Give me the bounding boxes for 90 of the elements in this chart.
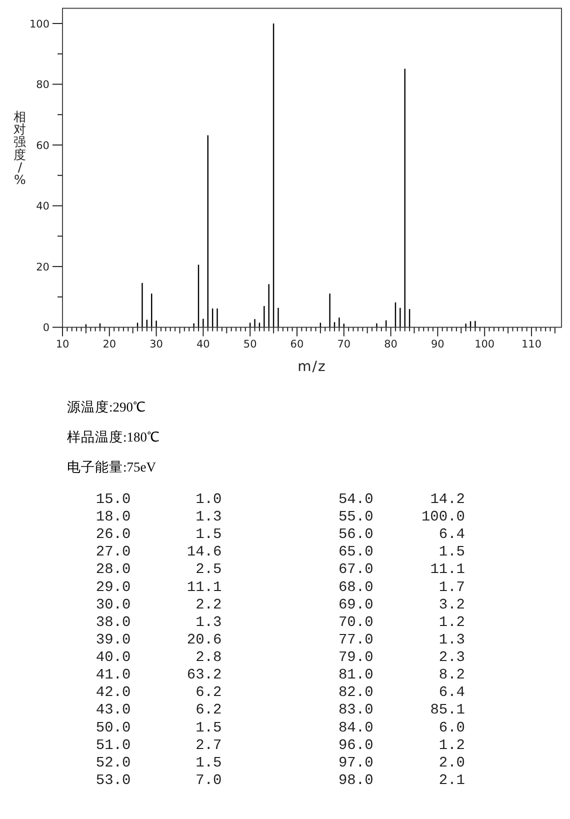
text: 28.0 xyxy=(96,562,131,578)
y-axis-title: 相对强度/% xyxy=(14,109,26,187)
text: 6.0 xyxy=(438,720,465,736)
text: 2.8 xyxy=(196,650,222,666)
x-tick-label: 50 xyxy=(243,338,257,350)
text: 26.0 xyxy=(96,527,131,544)
text: 100.0 xyxy=(421,510,465,526)
x-tick-label: 20 xyxy=(102,338,116,350)
text: 53.0 xyxy=(96,772,131,789)
text: 1.2 xyxy=(438,614,465,631)
text: 27.0 xyxy=(96,544,131,561)
text: 82.0 xyxy=(338,685,374,702)
text: 1.5 xyxy=(196,527,222,544)
text: 18.0 xyxy=(96,510,131,526)
text: 11.1 xyxy=(430,562,465,578)
y-tick-label: 80 xyxy=(36,79,50,92)
text: 97.0 xyxy=(338,755,374,772)
text: 14.2 xyxy=(430,492,465,508)
text: 84.0 xyxy=(338,720,374,736)
x-tick-label: 10 xyxy=(56,338,70,350)
text: 65.0 xyxy=(338,544,374,561)
text: 11.1 xyxy=(186,580,222,596)
text: 1.5 xyxy=(196,720,222,736)
text: 40.0 xyxy=(96,650,131,666)
text: 43.0 xyxy=(96,702,131,719)
text: 85.1 xyxy=(430,702,465,719)
x-tick-label: 80 xyxy=(384,338,398,350)
text: 2.1 xyxy=(438,772,465,789)
text: 55.0 xyxy=(338,510,374,526)
text: 77.0 xyxy=(338,632,374,648)
text: 2.3 xyxy=(438,650,465,666)
text: 67.0 xyxy=(338,562,374,578)
text: 6.2 xyxy=(196,685,222,702)
text: 1.5 xyxy=(438,544,465,561)
text: 20.6 xyxy=(186,632,222,648)
text: 6.4 xyxy=(438,685,465,702)
text: 50.0 xyxy=(96,720,131,736)
text: 样品温度:180℃ xyxy=(67,430,160,444)
y-tick-label: 20 xyxy=(36,261,50,274)
text: 7.0 xyxy=(196,772,222,789)
text: 96.0 xyxy=(338,738,374,754)
text: 83.0 xyxy=(338,702,374,719)
text: 2.0 xyxy=(438,755,465,772)
text: 29.0 xyxy=(96,580,131,596)
x-axis-title: m/z xyxy=(298,359,326,375)
text: 电子能量:75eV xyxy=(67,460,156,474)
text: 68.0 xyxy=(338,580,374,596)
text: 69.0 xyxy=(338,597,374,614)
text: 1.3 xyxy=(196,614,222,631)
text: 15.0 xyxy=(96,492,131,508)
text: 81.0 xyxy=(338,668,374,684)
text: 39.0 xyxy=(96,632,131,648)
text: 98.0 xyxy=(338,772,374,789)
text: 6.2 xyxy=(196,702,222,719)
text: 14.6 xyxy=(186,544,222,561)
text: 79.0 xyxy=(338,650,374,666)
text: 1.2 xyxy=(438,738,465,754)
text: 2.2 xyxy=(196,597,222,614)
x-tick-label: 100 xyxy=(474,338,495,350)
text: 42.0 xyxy=(96,685,131,702)
text: 源温度:290℃ xyxy=(67,400,146,414)
text: 1.3 xyxy=(438,632,465,648)
text: 3.2 xyxy=(438,597,465,614)
x-tick-label: 90 xyxy=(431,338,444,350)
text: 1.7 xyxy=(438,580,465,596)
text: 51.0 xyxy=(96,738,131,754)
text: 41.0 xyxy=(96,668,131,684)
text: 52.0 xyxy=(96,755,131,772)
text: 8.2 xyxy=(438,668,465,684)
text: 1.3 xyxy=(196,510,222,526)
y-tick-label: 60 xyxy=(36,140,50,152)
text: 1.5 xyxy=(196,755,222,772)
text: 2.5 xyxy=(196,562,222,578)
text: 38.0 xyxy=(96,614,131,631)
x-tick-label: 110 xyxy=(521,338,542,350)
x-tick-label: 60 xyxy=(290,338,304,350)
x-tick-label: 40 xyxy=(196,338,210,350)
text: 70.0 xyxy=(338,614,374,631)
text: 30.0 xyxy=(96,597,131,614)
y-tick-label: 40 xyxy=(36,200,50,213)
text: 6.4 xyxy=(438,527,465,544)
text: 56.0 xyxy=(338,527,374,544)
y-tick-label: 100 xyxy=(29,18,50,30)
text: 63.2 xyxy=(186,668,222,684)
text: 1.0 xyxy=(196,492,222,508)
text: 2.7 xyxy=(196,738,222,754)
y-tick-label: 0 xyxy=(42,322,50,334)
text: 54.0 xyxy=(338,492,374,508)
x-tick-label: 70 xyxy=(337,338,351,350)
x-tick-label: 30 xyxy=(150,338,163,350)
